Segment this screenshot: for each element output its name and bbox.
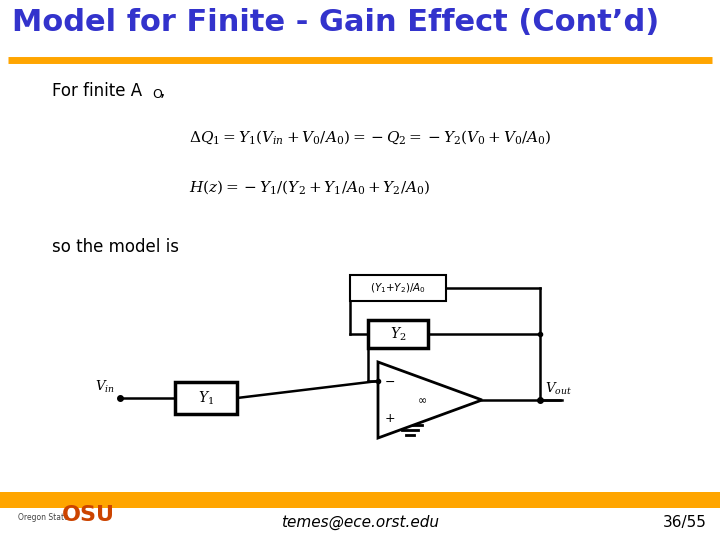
Text: Model for Finite - Gain Effect (Cont’d): Model for Finite - Gain Effect (Cont’d) — [12, 8, 660, 37]
Text: $+$: $+$ — [384, 413, 395, 426]
Bar — [0, 492, 720, 508]
Text: temes@ece.orst.edu: temes@ece.orst.edu — [281, 515, 439, 530]
Text: For finite A: For finite A — [52, 82, 142, 100]
Text: $V_{in}$: $V_{in}$ — [95, 379, 115, 395]
Text: $\infty$: $\infty$ — [417, 395, 427, 405]
Text: $Y_2$: $Y_2$ — [390, 325, 406, 343]
Bar — [350, 275, 446, 301]
Polygon shape — [378, 362, 482, 438]
Text: $H(z) = -Y_1/(Y_2 + Y_1/A_0 + Y_2/A_0)$: $H(z) = -Y_1/(Y_2 + Y_1/A_0 + Y_2/A_0)$ — [189, 178, 431, 196]
Bar — [368, 320, 428, 348]
Text: Oregon State: Oregon State — [18, 514, 68, 523]
Text: 36/55: 36/55 — [663, 515, 707, 530]
Text: $-$: $-$ — [384, 375, 395, 388]
Text: $Y_1$: $Y_1$ — [198, 389, 214, 407]
Text: OSU: OSU — [62, 505, 115, 525]
Text: ,: , — [160, 82, 166, 100]
Text: $(Y_1{+}Y_2)/A_0$: $(Y_1{+}Y_2)/A_0$ — [370, 281, 426, 295]
Text: O: O — [152, 88, 162, 101]
Text: $V_{out}$: $V_{out}$ — [545, 381, 572, 397]
Text: so the model is: so the model is — [52, 238, 179, 256]
Bar — [175, 382, 237, 414]
Text: $\Delta Q_1 = Y_1(V_{in} + V_0/A_0) = -Q_2 = -Y_2(V_0 + V_0/A_0)$: $\Delta Q_1 = Y_1(V_{in} + V_0/A_0) = -Q… — [189, 128, 552, 146]
